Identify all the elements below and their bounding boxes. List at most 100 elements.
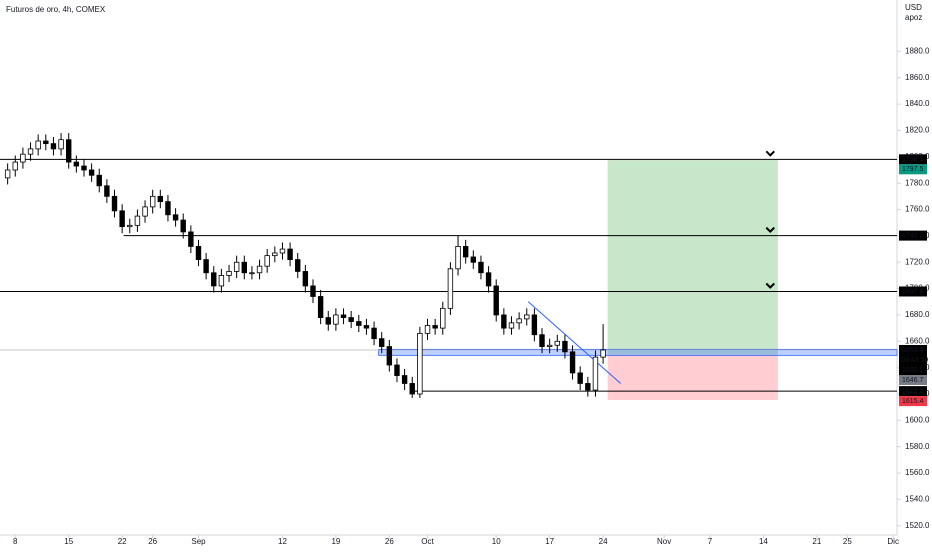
price-label: 1650.1 [902, 367, 924, 374]
candle-body [394, 364, 400, 376]
price-label-bg [899, 164, 927, 175]
candle-body [127, 224, 133, 228]
candle-body [287, 248, 293, 260]
candle-body [424, 325, 431, 334]
candle-body [134, 215, 141, 226]
x-tick-label: Nov [657, 537, 671, 546]
candle-body [317, 296, 324, 318]
candle-body [363, 325, 370, 329]
candle-body [508, 322, 515, 329]
x-tick-label: 12 [278, 537, 287, 546]
x-tick-label: 26 [148, 537, 157, 546]
candle-body [218, 275, 225, 287]
candle-body [4, 169, 11, 179]
x-tick-label: 10 [492, 537, 501, 546]
candle-body [119, 210, 125, 228]
candle-body [447, 268, 454, 309]
y-tick-label: 1760.0 [905, 205, 930, 214]
x-tick-label: 15 [64, 537, 73, 546]
candle-body [104, 185, 110, 197]
candle-body [516, 318, 522, 324]
price-label: 1797.5 [902, 166, 924, 173]
candle-body [295, 259, 301, 272]
candle-body [348, 317, 354, 322]
y-tick-label: 1580.0 [905, 442, 930, 451]
candle-body [279, 248, 286, 254]
x-tick-label: 26 [385, 537, 394, 546]
candle-body [478, 261, 484, 274]
candle-body [462, 246, 469, 258]
candle-body [249, 272, 255, 275]
profit-zone [607, 160, 778, 355]
x-tick-label: 14 [759, 537, 768, 546]
candle-body [188, 231, 194, 247]
candle-body [96, 174, 102, 187]
candle-body [157, 195, 164, 203]
price-label: 1798.1 [902, 156, 924, 163]
candle-body [485, 272, 492, 287]
x-tick-label: 22 [118, 537, 127, 546]
alert-chevron [765, 150, 775, 157]
candle-body [539, 334, 545, 347]
candle-body [203, 259, 209, 274]
price-label-bg [899, 230, 927, 241]
candle-body [310, 285, 316, 297]
candle-body [241, 261, 247, 274]
candle-body [554, 340, 560, 346]
candle-body [142, 206, 148, 217]
price-label-bg [899, 364, 927, 375]
candle-body [172, 214, 179, 221]
x-tick-label: 7 [708, 537, 713, 546]
candle-body [73, 161, 80, 167]
y-tick-label: 1560.0 [905, 468, 930, 477]
price-label: 1622.2 [902, 388, 924, 395]
candle-body [592, 356, 599, 391]
price-label-bg [899, 344, 927, 355]
y-tick-label: 1880.0 [905, 47, 930, 56]
candle-body [386, 346, 393, 366]
candle-body [264, 255, 270, 267]
candle-body [440, 307, 446, 329]
candle-body [401, 375, 408, 384]
candle-body [226, 271, 232, 276]
candle-body [302, 271, 309, 287]
countdown: 03:43:09 [901, 357, 928, 364]
currency: USD [905, 3, 922, 12]
candle-body [562, 340, 568, 353]
candle-body [50, 143, 57, 150]
candle-body [501, 314, 507, 329]
x-tick-label: Oct [421, 537, 434, 546]
y-tick-label: 1680.0 [905, 310, 930, 319]
candle-body [149, 195, 156, 208]
candle-body [577, 372, 583, 384]
price-label: 1646.7 [902, 377, 924, 384]
candle-body [493, 285, 499, 316]
x-tick-label: 17 [545, 537, 554, 546]
candle-body [325, 317, 331, 325]
y-tick-label: 1540.0 [905, 495, 930, 504]
candle-body [35, 140, 41, 150]
x-tick-label: 24 [599, 537, 608, 546]
candle-body [340, 314, 347, 318]
y-tick-label: 1720.0 [905, 257, 930, 266]
candle-body [333, 314, 339, 325]
candle-body [111, 195, 118, 212]
x-tick-label: 25 [843, 537, 852, 546]
candle-body [417, 332, 423, 395]
y-tick-label: 1660.0 [905, 336, 930, 345]
x-tick-label: Sep [191, 537, 206, 546]
candle-body [81, 165, 87, 171]
y-tick-label: 1600.0 [905, 415, 930, 424]
candle-body [88, 169, 95, 176]
trendline [527, 301, 621, 384]
candle-body [43, 140, 49, 145]
price-label-bg [899, 286, 927, 297]
candle-body [546, 344, 553, 347]
y-tick-label: 1520.0 [905, 521, 930, 530]
y-tick-label: 1820.0 [905, 126, 930, 135]
level-band [378, 348, 898, 356]
x-tick-label: 21 [812, 537, 821, 546]
price-label: 1653.4 [902, 347, 924, 354]
candle-body [531, 314, 538, 336]
candle-body [371, 327, 377, 340]
